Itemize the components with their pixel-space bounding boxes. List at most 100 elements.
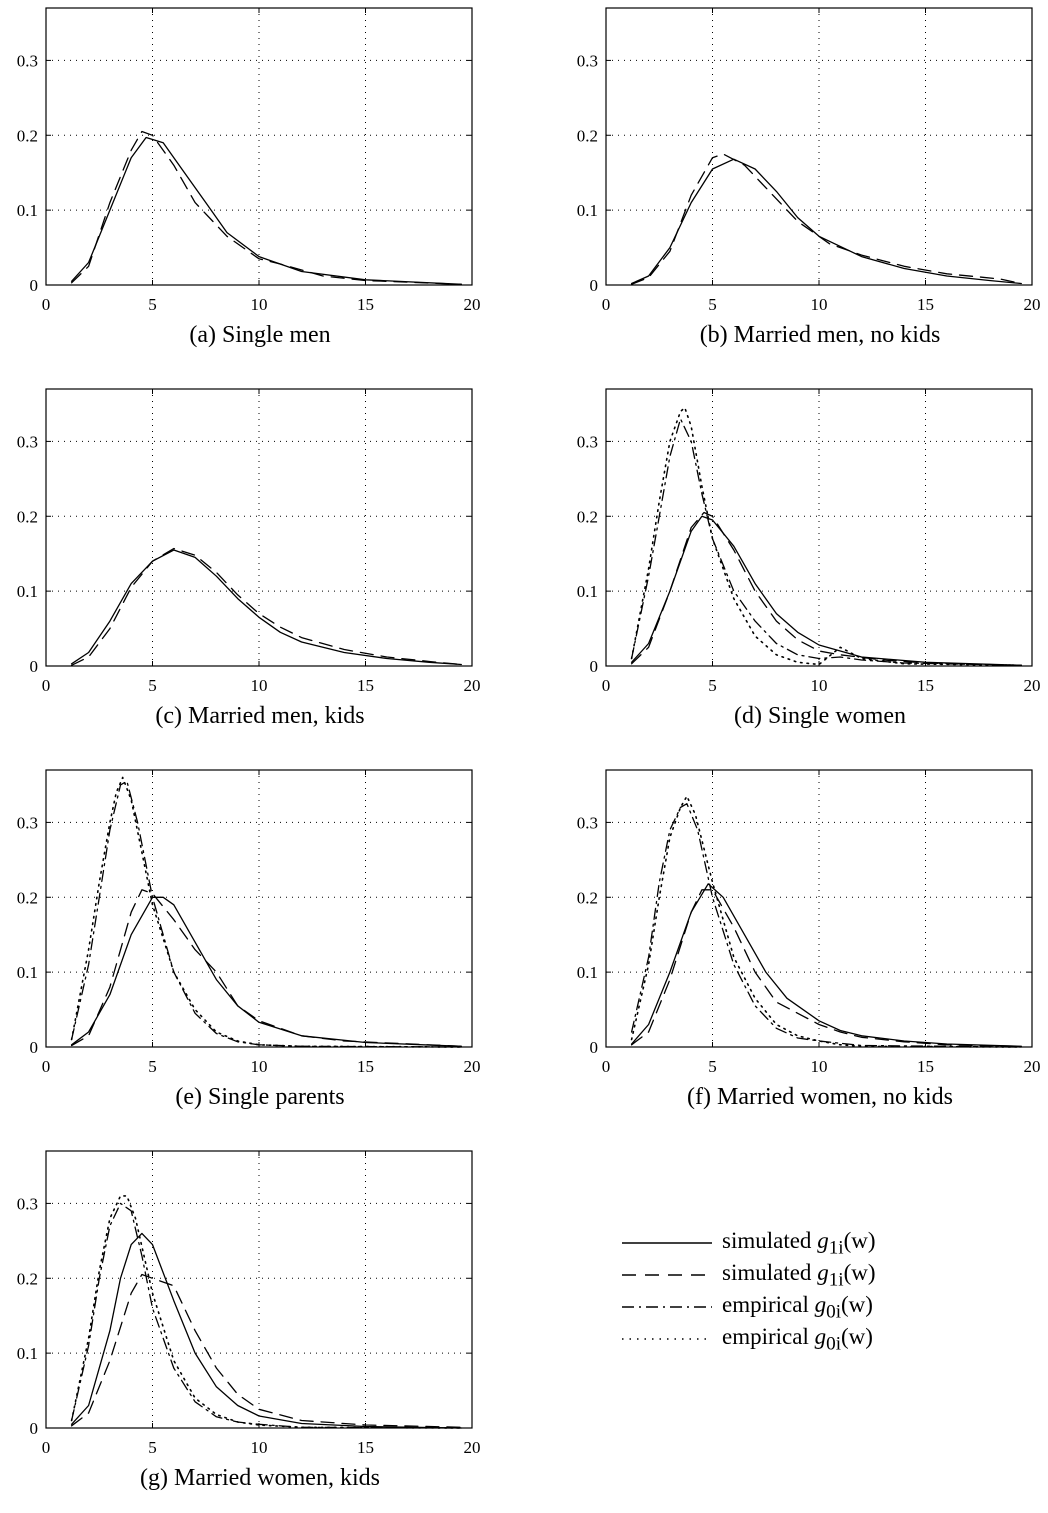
legend-entry-1-sub: 1i	[828, 1237, 844, 1259]
y-tick-label: 0.1	[577, 963, 598, 982]
legend-entry-2: simulated g1i(w)	[722, 1260, 876, 1292]
x-tick-label: 10	[811, 295, 828, 314]
caption-e: (e) Single parents	[175, 1084, 345, 1110]
plot-frame	[45, 388, 473, 667]
caption-a: (a) Single men	[189, 322, 331, 348]
x-tick-label: 15	[917, 1057, 934, 1076]
x-tick-label: 0	[42, 1057, 51, 1076]
x-tick-label: 5	[708, 676, 717, 695]
y-tick-label: 0.1	[17, 582, 38, 601]
caption-c: (c) Married men, kids	[155, 703, 365, 729]
x-tick-label: 5	[148, 1057, 157, 1076]
chart-svg-b: 0 5 10 15 20 0 0.1 0.2 0.3	[577, 7, 1041, 314]
x-tick-label: 20	[1024, 295, 1041, 314]
series-line-dashed	[630, 889, 1022, 1047]
caption-f: (f) Married women, no kids	[687, 1084, 953, 1110]
x-tick-label: 15	[357, 1057, 374, 1076]
y-tick-label: 0.3	[577, 813, 598, 832]
series-line-solid	[70, 1232, 462, 1429]
series-line-solid	[70, 896, 462, 1047]
y-tick-label: 0	[590, 1038, 599, 1057]
chart-svg-c: 0 5 10 15 20 0 0.1 0.2 0.3	[17, 388, 481, 695]
plot-frame	[45, 769, 473, 1048]
caption-b: (b) Married men, no kids	[699, 322, 941, 348]
x-tick-label: 0	[602, 1057, 611, 1076]
legend-entry-4-label: empirical	[722, 1324, 809, 1349]
series-line-dashed	[630, 511, 1022, 666]
x-tick-label: 5	[708, 1057, 717, 1076]
legend-entry-3-sub: 0i	[826, 1301, 842, 1323]
x-tick-label: 10	[251, 676, 268, 695]
y-tick-label: 0	[590, 657, 599, 676]
caption-d: (d) Single women	[734, 703, 906, 729]
series-line-dashdot	[630, 418, 1022, 666]
x-tick-label: 10	[811, 1057, 828, 1076]
series-line-dotted	[70, 776, 463, 1048]
series-line-solid	[70, 549, 462, 666]
y-tick-label: 0.3	[577, 51, 598, 70]
x-tick-label: 20	[464, 676, 481, 695]
x-tick-label: 0	[42, 295, 51, 314]
legend-entry-3-label: empirical	[722, 1292, 809, 1317]
y-tick-label: 0.2	[577, 888, 598, 907]
x-tick-label: 20	[1024, 676, 1041, 695]
y-tick-label: 0.1	[577, 582, 598, 601]
chart-panel-c: 0 5 10 15 20 0 0.1 0.2 0.3 (c) Married men, kids	[0, 381, 520, 751]
x-tick-label: 0	[602, 676, 611, 695]
x-tick-label: 5	[148, 1438, 157, 1457]
x-tick-label: 15	[917, 676, 934, 695]
series-line-dashed	[70, 547, 462, 666]
y-tick-label: 0.3	[17, 1194, 38, 1213]
series-line-solid	[70, 136, 462, 285]
y-tick-label: 0.3	[17, 51, 38, 70]
y-tick-label: 0	[30, 1038, 39, 1057]
legend-entry-4-sub: 0i	[826, 1333, 842, 1355]
series-line-dashed	[70, 130, 462, 285]
series-line-dashed	[630, 153, 1022, 285]
x-tick-label: 10	[811, 676, 828, 695]
chart-panel-g: 0 5 10 15 20 0 0.1 0.2 0.3 (g) Married women, ki…	[0, 1143, 520, 1513]
y-tick-label: 0	[590, 276, 599, 295]
chart-panel-f: 0 5 10 15 20 0 0.1 0.2 0.3 (f) Married women, no…	[560, 762, 1048, 1132]
x-tick-label: 15	[357, 295, 374, 314]
legend-entry-4: empirical g0i(w)	[722, 1324, 873, 1356]
y-tick-label: 0	[30, 276, 39, 295]
y-tick-label: 0	[30, 1419, 39, 1438]
y-tick-label: 0	[30, 657, 39, 676]
y-tick-label: 0.1	[17, 963, 38, 982]
legend-entry-2-sub: 1i	[828, 1269, 844, 1291]
plot-frame	[45, 7, 473, 286]
x-tick-label: 0	[602, 295, 611, 314]
y-tick-label: 0.3	[577, 432, 598, 451]
legend-entry-1: simulated g1i(w)	[722, 1228, 876, 1260]
x-tick-label: 0	[42, 1438, 51, 1457]
y-tick-label: 0.2	[17, 126, 38, 145]
series-line-dotted	[630, 795, 1023, 1048]
chart-panel-e: 0 5 10 15 20 0 0.1 0.2 0.3 (e) Single parents	[0, 762, 520, 1132]
x-tick-label: 5	[148, 295, 157, 314]
series-line-dashdot	[630, 803, 1022, 1048]
x-tick-label: 20	[464, 1057, 481, 1076]
series-line-dashed	[70, 1273, 462, 1428]
chart-panel-d: 0 5 10 15 20 0 0.1 0.2 0.3 (d) Single women	[560, 381, 1048, 751]
y-tick-label: 0.2	[17, 888, 38, 907]
chart-panel-b: 0 5 10 15 20 0 0.1 0.2 0.3 (b) Married men, no k…	[560, 0, 1048, 370]
series-line-dashdot	[70, 1202, 462, 1429]
y-tick-label: 0.2	[577, 507, 598, 526]
legend-entry-3: empirical g0i(w)	[722, 1292, 873, 1324]
chart-panel-a: 0 5 10 15 20 0 0.1 0.2 0.3 (a) Single men	[0, 0, 520, 370]
chart-svg-e: 0 5 10 15 20 0 0.1 0.2 0.3	[17, 769, 481, 1076]
legend-entry-4-arg: (w)	[841, 1324, 873, 1349]
series-line-dotted	[70, 1195, 463, 1429]
y-tick-label: 0.2	[577, 126, 598, 145]
chart-svg-f: 0 5 10 15 20 0 0.1 0.2 0.3	[577, 769, 1041, 1076]
y-tick-label: 0.2	[17, 507, 38, 526]
series-line-solid	[630, 883, 1022, 1047]
x-tick-label: 15	[357, 676, 374, 695]
legend-entry-4-symbol: g	[814, 1324, 827, 1349]
x-tick-label: 20	[464, 1438, 481, 1457]
plot-frame	[45, 1150, 473, 1429]
legend-entry-3-symbol: g	[814, 1292, 827, 1317]
legend-entry-2-symbol: g	[817, 1260, 829, 1285]
chart-svg-d: 0 5 10 15 20 0 0.1 0.2 0.3	[577, 388, 1041, 695]
